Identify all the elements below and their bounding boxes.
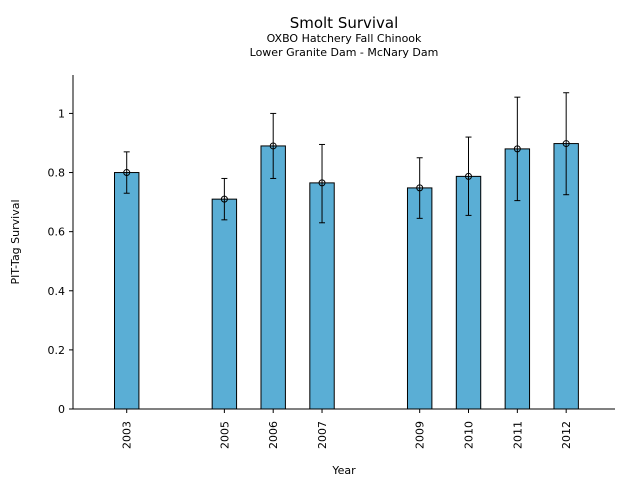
- x-tick-label-2006: 2006: [267, 421, 280, 449]
- x-tick-label-2011: 2011: [511, 421, 524, 449]
- x-tick-label-2012: 2012: [560, 421, 573, 449]
- point-2003: [123, 169, 131, 177]
- point-2007: [318, 179, 326, 187]
- bar-2012: [553, 143, 579, 410]
- y-ticks-group: 0 0.2 0.4 0.6 0.8 1: [48, 107, 73, 416]
- chart-subtitle-line-2: Lower Granite Dam - McNary Dam: [250, 46, 439, 59]
- chart-title: Smolt Survival: [290, 14, 399, 32]
- error-bars-group: [123, 92, 570, 224]
- x-tick-label-2005: 2005: [218, 421, 231, 449]
- bar-2003: [114, 172, 140, 410]
- x-tick-label-2010: 2010: [463, 421, 476, 449]
- point-2010: [465, 172, 473, 180]
- y-tick-label-0.2: 0.2: [48, 344, 66, 357]
- bars-group: [114, 143, 579, 410]
- bar-2005: [211, 198, 238, 410]
- point-2005: [220, 195, 228, 203]
- bar-2009: [406, 187, 433, 410]
- x-tick-label-2007: 2007: [316, 421, 329, 449]
- y-tick-label-0.4: 0.4: [48, 285, 66, 298]
- bar-2006: [260, 145, 286, 410]
- y-axis-label: PIT-Tag Survival: [9, 199, 22, 284]
- point-2012: [562, 140, 570, 148]
- x-ticks-group: 2003 2005 2006 2007 2009 2010 2011 2012: [121, 409, 573, 449]
- x-axis-label: Year: [331, 464, 356, 477]
- point-2011: [513, 145, 521, 153]
- y-tick-label-0: 0: [58, 403, 65, 416]
- point-2006: [269, 142, 277, 150]
- x-tick-label-2009: 2009: [414, 421, 427, 449]
- y-tick-label-0.6: 0.6: [48, 226, 66, 239]
- point-2009: [416, 184, 424, 192]
- x-tick-label-2003: 2003: [121, 421, 134, 449]
- chart-subtitle-line-1: OXBO Hatchery Fall Chinook: [267, 32, 422, 45]
- y-tick-label-1: 1: [58, 107, 65, 120]
- y-tick-label-0.8: 0.8: [48, 167, 66, 180]
